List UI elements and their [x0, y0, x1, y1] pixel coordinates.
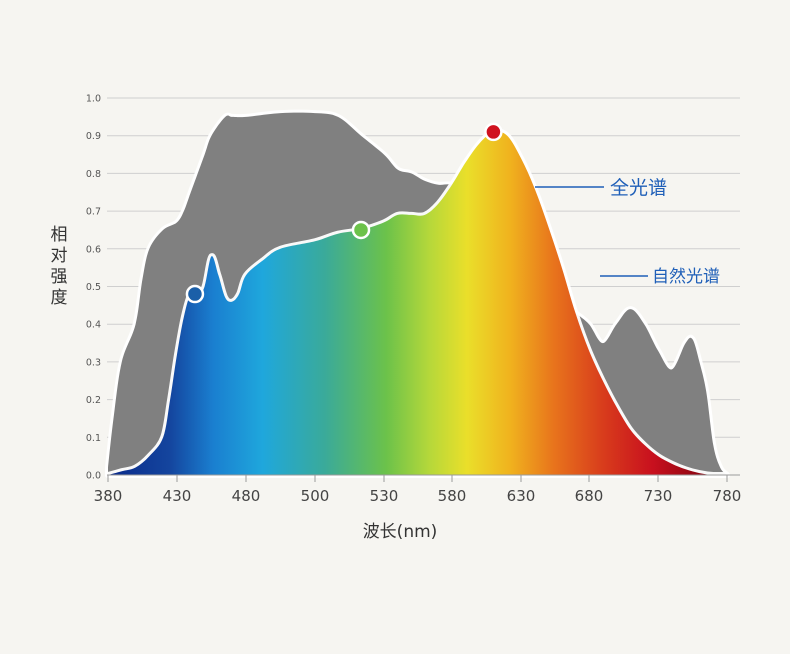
data-marker: [185, 284, 205, 304]
y-axis-title: 相对强度: [51, 225, 68, 308]
y-tick-label: 0.5: [86, 282, 101, 293]
x-tick-label: 580: [438, 487, 467, 505]
x-tick-label: 430: [163, 487, 192, 505]
x-tick-label: 530: [370, 487, 399, 505]
x-tick-label: 480: [232, 487, 261, 505]
y-tick-label: 0.6: [86, 244, 101, 255]
y-tick-label: 1.0: [86, 94, 101, 105]
axis-layer: 0.0 0.1 0.2 0.3 0.4 0.5 0.6 0.7 0.8 0.9 1.0 380 430 4…: [86, 94, 741, 506]
annotation-natural-spectrum: 自然光谱: [652, 267, 720, 287]
y-tick-label: 0.3: [86, 357, 101, 368]
x-tick-label: 500: [301, 487, 330, 505]
y-tick-label: 0.2: [86, 395, 101, 406]
y-tick-label: 0.9: [86, 131, 101, 142]
y-tick-label: 0.8: [86, 169, 101, 180]
marker-layer: [185, 122, 503, 304]
x-tick-label: 680: [575, 487, 604, 505]
y-tick-label: 0.4: [86, 320, 101, 331]
x-tick-label: 730: [644, 487, 673, 505]
x-tick-label: 630: [507, 487, 536, 505]
data-marker: [351, 220, 371, 240]
x-tick-label: 380: [94, 487, 123, 505]
x-tick-label: 780: [713, 487, 742, 505]
y-tick-label: 0.0: [86, 471, 101, 482]
annotation-full-spectrum: 全光谱: [610, 177, 667, 199]
x-axis-title: 波长(nm): [363, 522, 438, 542]
y-tick-label: 0.1: [86, 433, 101, 444]
full-spectrum-area: [108, 131, 727, 476]
y-tick-label: 0.7: [86, 207, 101, 218]
data-marker: [484, 122, 503, 142]
